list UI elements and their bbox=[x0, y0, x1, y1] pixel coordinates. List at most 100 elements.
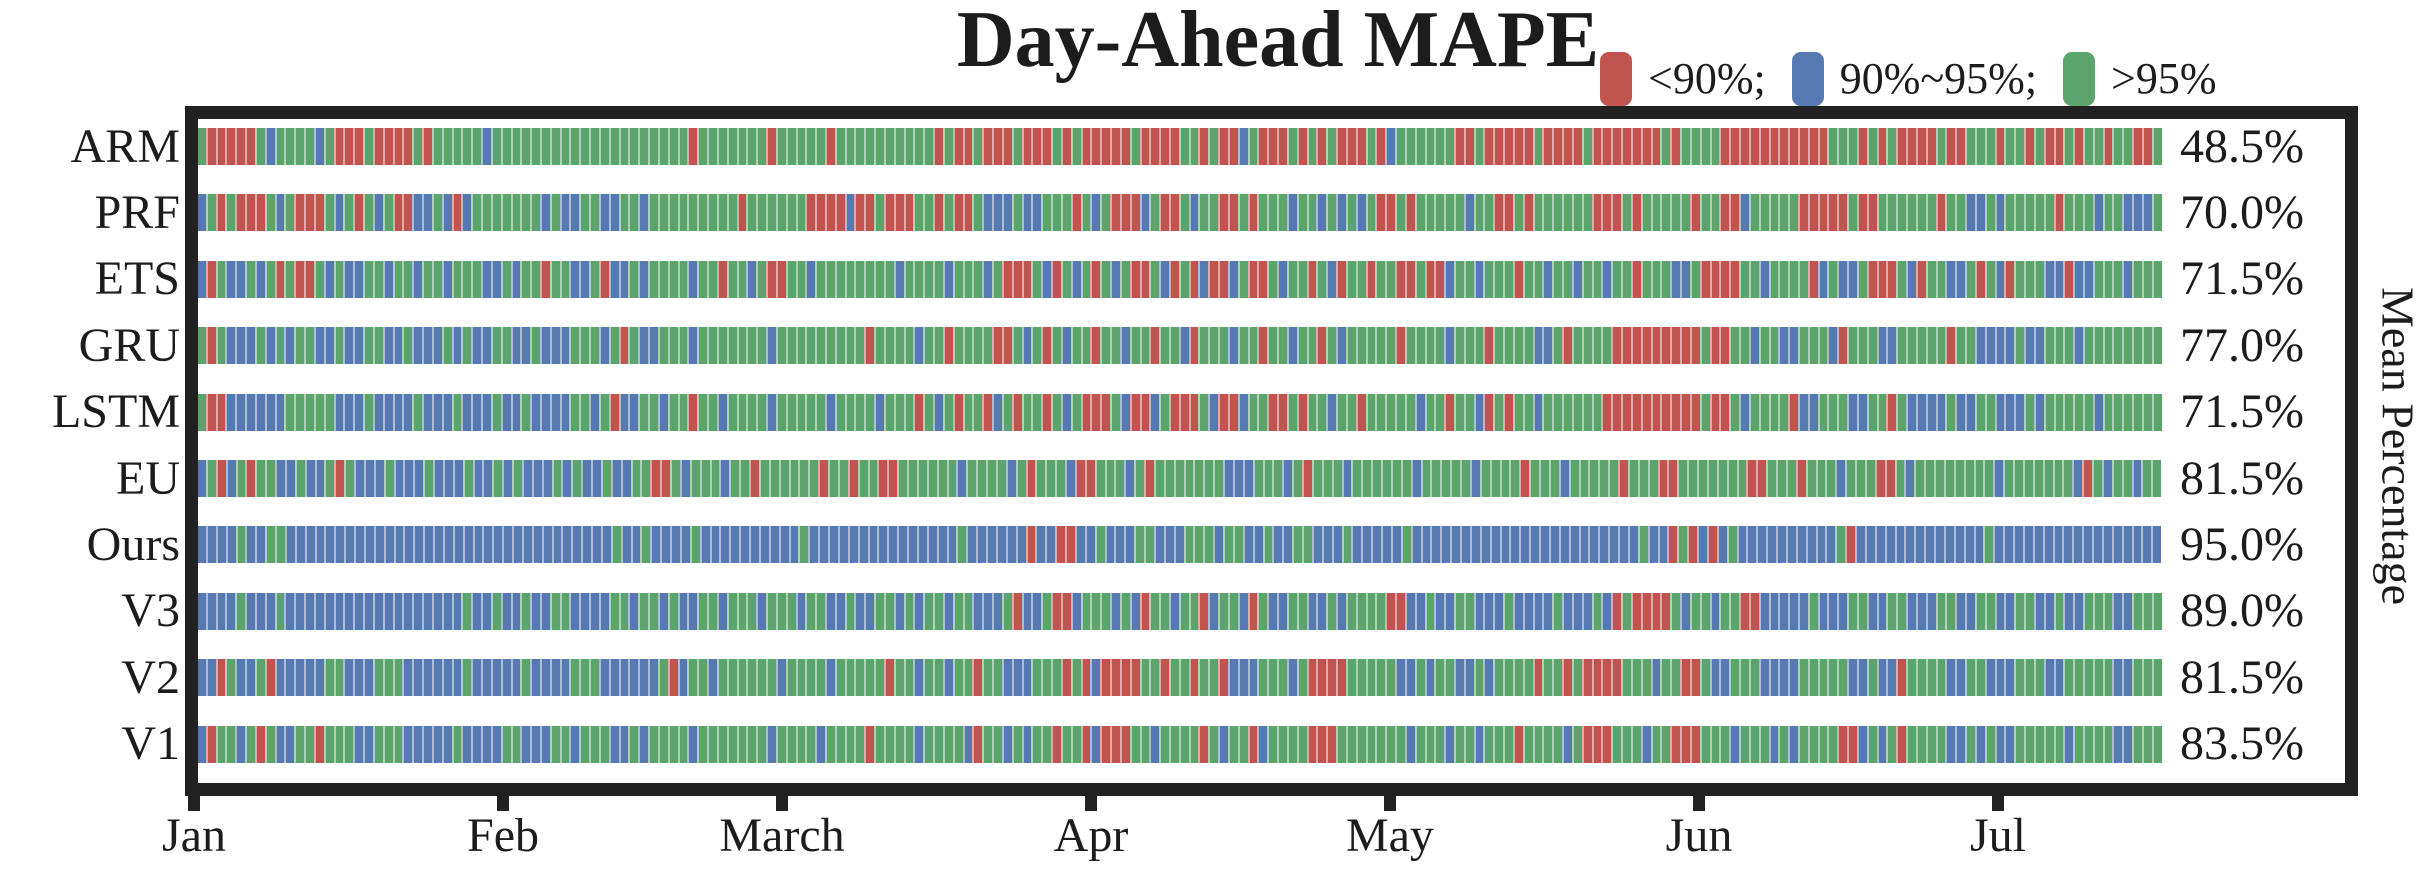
day-bar bbox=[825, 128, 835, 165]
day-bar bbox=[1598, 526, 1609, 564]
day-bar bbox=[1080, 194, 1091, 232]
day-bar bbox=[461, 393, 472, 431]
day-bar bbox=[1321, 460, 1332, 497]
day-bar bbox=[1856, 128, 1867, 165]
day-bar bbox=[581, 460, 591, 497]
day-bar bbox=[834, 725, 845, 763]
day-bar bbox=[561, 526, 572, 564]
day-bar bbox=[1571, 592, 1582, 630]
day-bar bbox=[1424, 260, 1435, 298]
day-bar bbox=[1650, 725, 1661, 763]
day-bar bbox=[1414, 194, 1425, 232]
day-bar bbox=[1817, 260, 1828, 298]
day-bar bbox=[1503, 592, 1513, 630]
day-bar bbox=[1630, 194, 1641, 232]
day-bar bbox=[1943, 460, 1954, 497]
day-bar bbox=[1945, 393, 1956, 431]
day-bar bbox=[1876, 725, 1887, 763]
day-bar bbox=[1404, 327, 1415, 365]
day-bar bbox=[2112, 327, 2123, 365]
day-bar bbox=[936, 526, 947, 564]
day-bar bbox=[1519, 526, 1530, 564]
day-bar bbox=[363, 526, 374, 564]
day-bar bbox=[1021, 128, 1032, 165]
day-bar bbox=[1493, 327, 1504, 365]
day-bar bbox=[1031, 592, 1042, 630]
day-bar bbox=[962, 327, 973, 365]
day-bar bbox=[1719, 393, 1730, 431]
day-bar bbox=[541, 526, 552, 564]
day-bar bbox=[1925, 128, 1936, 165]
day-bar bbox=[1512, 725, 1523, 763]
day-bar bbox=[284, 260, 295, 298]
day-bar bbox=[1218, 659, 1228, 697]
day-bar bbox=[1847, 725, 1857, 763]
day-bar bbox=[1709, 725, 1720, 763]
day-bar bbox=[1601, 393, 1612, 431]
day-bar bbox=[2112, 393, 2123, 431]
day-bar bbox=[1965, 393, 1975, 431]
day-bar bbox=[2122, 260, 2133, 298]
day-bar bbox=[687, 128, 698, 165]
mean-percentage-value: 70.0% bbox=[2180, 185, 2304, 239]
day-bar bbox=[1660, 327, 1671, 365]
day-bar bbox=[756, 393, 767, 431]
day-bar bbox=[235, 659, 246, 697]
day-bar bbox=[1208, 327, 1219, 365]
day-bar bbox=[972, 327, 983, 365]
day-bar bbox=[1847, 592, 1857, 630]
day-bar bbox=[913, 327, 924, 365]
day-bar bbox=[1748, 592, 1759, 630]
day-bar bbox=[1316, 128, 1327, 165]
day-bar bbox=[422, 128, 432, 165]
day-bar bbox=[1232, 526, 1243, 564]
day-bar bbox=[530, 393, 540, 431]
day-bar bbox=[500, 194, 511, 232]
day-bar bbox=[1463, 327, 1474, 365]
day-bar bbox=[628, 592, 639, 630]
day-bar bbox=[657, 659, 668, 697]
day-bar bbox=[992, 128, 1002, 165]
day-bar bbox=[205, 659, 216, 697]
day-bar bbox=[1621, 592, 1631, 630]
day-bar bbox=[687, 592, 698, 630]
day-bar bbox=[916, 526, 927, 564]
day-bar bbox=[2073, 128, 2083, 165]
day-bar bbox=[2004, 128, 2015, 165]
day-bar bbox=[1719, 327, 1730, 365]
day-bar bbox=[1395, 128, 1405, 165]
day-bar bbox=[1001, 592, 1012, 630]
day-bar bbox=[1512, 128, 1523, 165]
day-bar bbox=[392, 659, 403, 697]
day-bar bbox=[1532, 393, 1543, 431]
day-bar bbox=[1758, 128, 1769, 165]
day-bar bbox=[1183, 526, 1194, 564]
day-bar bbox=[1906, 194, 1916, 232]
day-bar bbox=[1060, 327, 1071, 365]
month-label-jul: Jul bbox=[1969, 809, 2026, 862]
day-bar bbox=[775, 725, 786, 763]
day-bar bbox=[392, 194, 403, 232]
day-bar bbox=[768, 460, 779, 497]
day-bar bbox=[1375, 260, 1386, 298]
day-bar bbox=[1277, 194, 1287, 232]
day-bar bbox=[785, 194, 796, 232]
day-bar bbox=[441, 327, 452, 365]
day-bar bbox=[2092, 659, 2103, 697]
day-bar bbox=[716, 194, 727, 232]
day-bar bbox=[618, 327, 629, 365]
day-bar bbox=[834, 592, 845, 630]
day-bar bbox=[275, 526, 285, 564]
day-bar bbox=[1345, 592, 1356, 630]
day-bar bbox=[323, 128, 334, 165]
day-bar bbox=[589, 659, 599, 697]
day-bar bbox=[581, 526, 591, 564]
bar-strip-eu bbox=[198, 460, 2162, 497]
day-bar bbox=[1434, 592, 1445, 630]
day-bar bbox=[1139, 260, 1150, 298]
day-bar bbox=[363, 260, 373, 298]
day-bar bbox=[1601, 260, 1612, 298]
day-bar bbox=[1906, 659, 1916, 697]
day-bar bbox=[1709, 327, 1720, 365]
day-bar bbox=[1509, 526, 1520, 564]
